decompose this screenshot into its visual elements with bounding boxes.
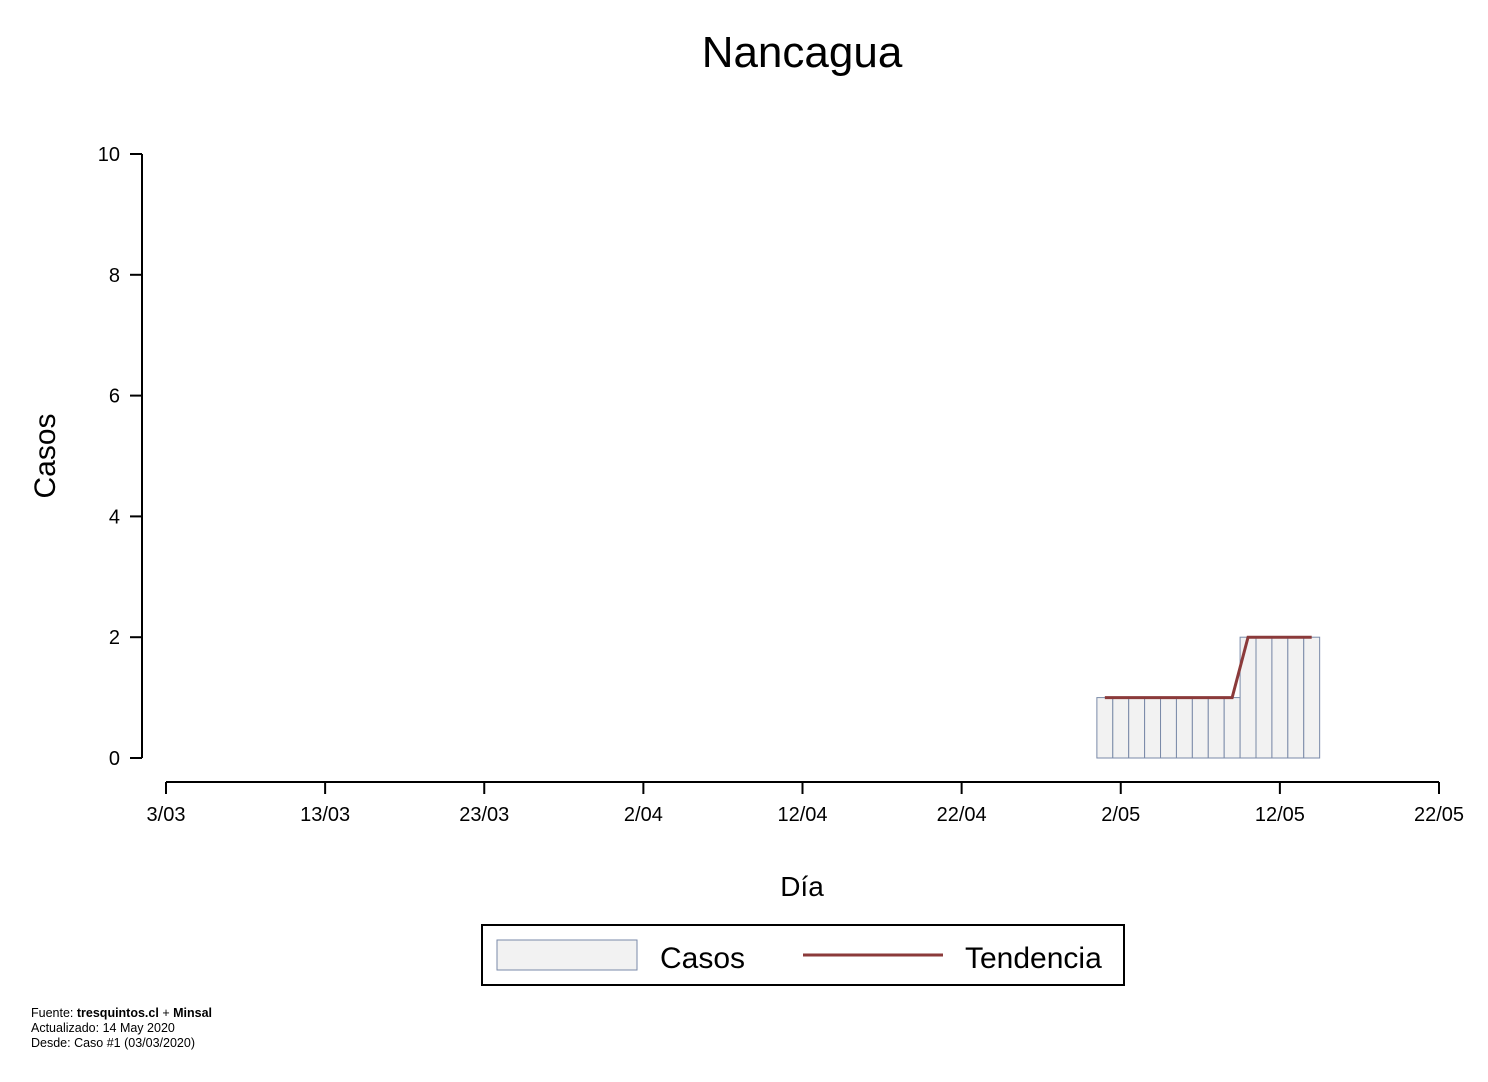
bar [1128, 697, 1146, 759]
x-tick-label: 13/03 [300, 804, 350, 826]
y-tick-label: 6 [109, 386, 120, 408]
bar [1096, 697, 1114, 759]
footer-source-prefix: Fuente: [31, 1006, 77, 1020]
y-tick-label: 8 [109, 265, 120, 287]
x-tick-label: 12/05 [1255, 804, 1305, 826]
y-tick-label: 0 [109, 748, 120, 770]
footer-since: Desde: Caso #1 (03/03/2020) [31, 1036, 195, 1050]
legend-swatch-casos [496, 939, 638, 971]
footer: Fuente: tresquintos.cl + Minsal Actualiz… [31, 1006, 212, 1051]
x-tick-label: 12/04 [777, 804, 827, 826]
bar [1255, 636, 1273, 759]
footer-source-org: Minsal [173, 1006, 212, 1020]
legend-label-casos: Casos [660, 942, 745, 975]
footer-source-join: + [158, 1006, 174, 1020]
bar [1175, 697, 1193, 759]
x-tick-label: 3/03 [147, 804, 186, 826]
y-ticks: 0 2 4 6 8 10 [98, 144, 142, 770]
chart-title: Nancagua [702, 28, 903, 77]
bar [1223, 697, 1241, 759]
footer-source: Fuente: tresquintos.cl + Minsal [31, 1006, 212, 1021]
footer-updated: Actualizado: 14 May 2020 [31, 1021, 175, 1035]
bar [1303, 636, 1321, 759]
bar [1207, 697, 1225, 759]
y-tick-label: 4 [109, 506, 120, 528]
legend: Casos Tendencia [481, 924, 1125, 986]
bar [1271, 636, 1289, 759]
footer-source-site: tresquintos.cl [76, 1006, 159, 1020]
x-tick-label: 22/05 [1414, 804, 1464, 826]
bar [1287, 636, 1305, 759]
bar [1160, 697, 1177, 759]
legend-label-tendencia: Tendencia [965, 942, 1102, 975]
x-axis-label: Día [780, 871, 824, 902]
trend-line [1104, 635, 1312, 700]
bar [1144, 697, 1162, 759]
x-tick-label: 22/04 [937, 804, 987, 826]
x-tick-label: 2/04 [624, 804, 663, 826]
x-ticks: 3/03 13/03 23/03 2/04 12/04 22/04 2/05 12/05 22/… [147, 782, 1464, 826]
x-tick-label: 23/03 [459, 804, 509, 826]
x-tick-label: 2/05 [1101, 804, 1140, 826]
trend-series-tendencia [1104, 635, 1312, 700]
bar [1112, 697, 1130, 759]
bar [1191, 697, 1209, 759]
y-tick-label: 10 [98, 144, 120, 166]
y-tick-label: 2 [109, 627, 120, 649]
bar-series-casos [1096, 636, 1321, 759]
y-axis-label: Casos [29, 413, 62, 498]
